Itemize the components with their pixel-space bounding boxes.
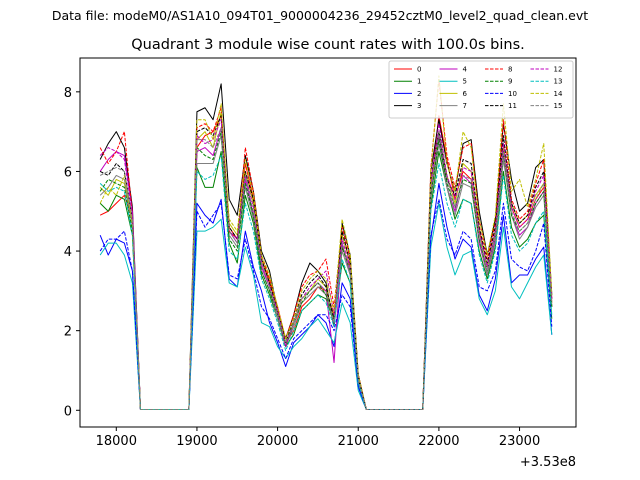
legend-label-11: 11 [508, 102, 517, 110]
y-tick-label: 2 [64, 325, 72, 340]
chart-title: Quadrant 3 module wise count rates with … [131, 37, 525, 53]
axis-layer: 18000 19000 20000 21000 22000 23000 0 2 4 6 8 [64, 86, 541, 449]
x-offset-label: +3.53e8 [520, 455, 576, 470]
legend-label-3: 3 [417, 102, 421, 110]
y-tick-label: 4 [64, 245, 72, 260]
x-tick-label: 22000 [418, 434, 459, 449]
legend-label-15: 15 [554, 102, 563, 110]
x-tick-label: 23000 [499, 434, 540, 449]
legend-label-9: 9 [508, 78, 512, 86]
series-line-10 [99, 198, 553, 410]
y-tick-label: 0 [64, 404, 72, 419]
legend-label-13: 13 [554, 78, 563, 86]
legend-label-2: 2 [417, 90, 421, 98]
x-tick-label: 18000 [96, 434, 137, 449]
legend-label-5: 5 [463, 78, 467, 86]
y-tick-label: 6 [64, 165, 72, 180]
legend-label-10: 10 [508, 90, 517, 98]
legend-box [388, 60, 574, 119]
legend-label-7: 7 [463, 102, 467, 110]
x-tick-label: 19000 [176, 434, 217, 449]
legend-label-14: 14 [554, 90, 563, 98]
series-line-5 [99, 202, 553, 410]
legend-label-8: 8 [508, 66, 512, 74]
legend-label-12: 12 [554, 66, 563, 74]
series-layer [99, 75, 553, 410]
legend-label-4: 4 [463, 66, 468, 74]
y-tick-label: 8 [64, 86, 72, 101]
x-tick-label: 21000 [338, 434, 379, 449]
plot-frame [79, 57, 577, 428]
x-tick-label: 20000 [257, 434, 298, 449]
legend-label-1: 1 [417, 78, 421, 86]
series-line-15 [99, 127, 553, 410]
series-line-13 [99, 155, 553, 410]
legend-label-6: 6 [463, 90, 468, 98]
legend-label-0: 0 [417, 66, 421, 74]
chart-suptitle: Data file: modeM0/AS1A10_094T01_90000042… [52, 8, 588, 23]
